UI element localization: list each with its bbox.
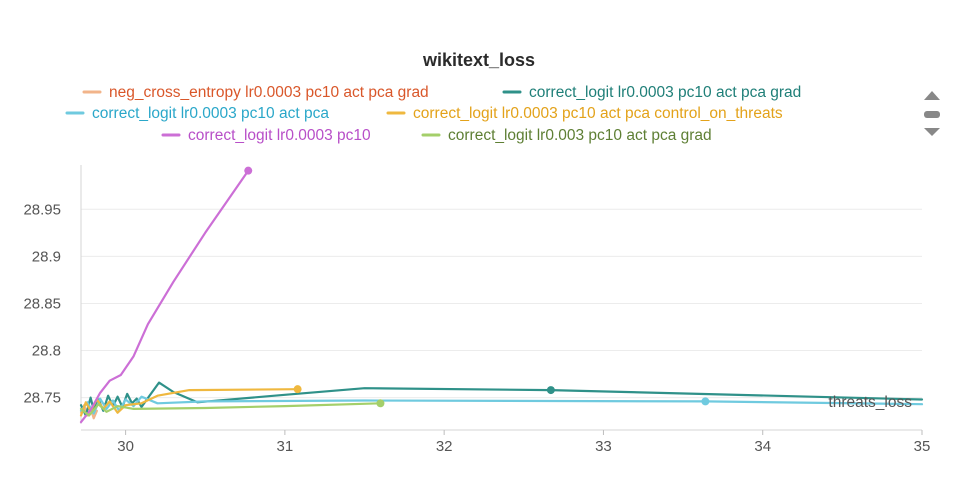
plot-area: 28.75 28.8 28.85 28.9 28.95 30 31 32 33 34 35 threa… — [23, 165, 930, 455]
x-tick-label: 34 — [754, 438, 771, 455]
x-tick-label: 35 — [914, 438, 931, 455]
y-tick-label: 28.8 — [32, 343, 61, 360]
y-tick-label: 28.9 — [32, 248, 61, 265]
series-line-4 — [79, 169, 250, 424]
drag-handle-icon[interactable] — [924, 111, 940, 118]
series-marker-5 — [376, 399, 385, 408]
legend-label-3[interactable]: correct_logit lr0.0003 pc10 act pca cont… — [413, 105, 783, 122]
y-tick-label: 28.85 — [23, 295, 61, 312]
x-tick-label: 30 — [117, 438, 134, 455]
legend-label-5[interactable]: correct_logit lr0.003 pc10 act pca grad — [448, 127, 712, 144]
triangle-down-icon[interactable] — [924, 128, 940, 136]
series-marker-1 — [546, 386, 555, 395]
x-tick-label: 31 — [277, 438, 294, 455]
series-marker-3 — [293, 385, 302, 394]
series-line-1 — [79, 381, 924, 417]
legend-label-0[interactable]: neg_cross_entropy lr0.0003 pc10 act pca … — [109, 84, 429, 101]
legend: neg_cross_entropy lr0.0003 pc10 act pca … — [65, 84, 801, 144]
y-tick-label: 28.75 — [23, 390, 61, 407]
series-line-5 — [79, 402, 382, 417]
y-tick-label: 28.95 — [23, 201, 61, 218]
chart-title: wikitext_loss — [422, 50, 535, 70]
legend-label-4[interactable]: correct_logit lr0.0003 pc10 — [188, 127, 371, 144]
triangle-up-icon[interactable] — [924, 91, 940, 100]
series-line-2 — [79, 395, 924, 415]
legend-label-1[interactable]: correct_logit lr0.0003 pc10 act pca grad — [529, 84, 801, 101]
series-marker-4 — [244, 166, 253, 175]
x-tick-label: 32 — [436, 438, 453, 455]
x-tick-label: 33 — [595, 438, 612, 455]
series-marker-2 — [701, 397, 710, 406]
legend-label-2[interactable]: correct_logit lr0.0003 pc10 act pca — [92, 105, 329, 122]
x-axis-label: threats_loss — [828, 394, 912, 411]
legend-pagination[interactable] — [924, 91, 940, 136]
